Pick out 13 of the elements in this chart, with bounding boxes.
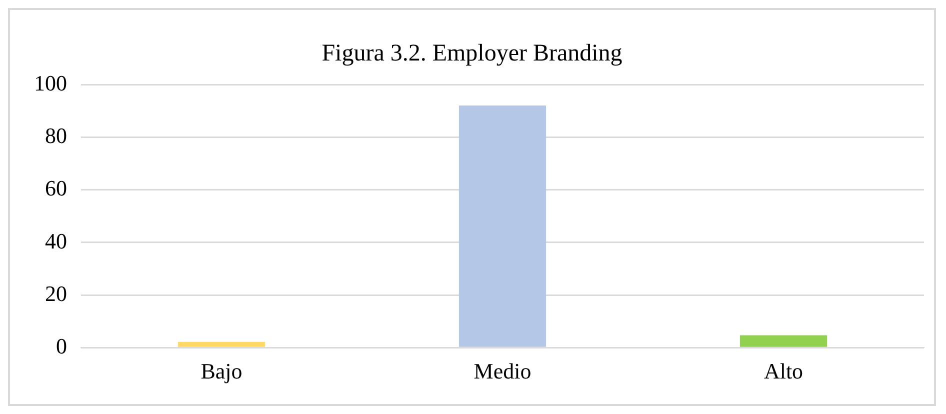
x-tick-label: Medio — [474, 358, 532, 384]
y-tick-label: 100 — [34, 70, 67, 96]
y-tick-label: 40 — [45, 228, 67, 254]
x-tick-label: Bajo — [200, 358, 242, 384]
x-tick-label: Alto — [764, 358, 804, 384]
chart-title: Figura 3.2. Employer Branding — [322, 40, 622, 67]
bar — [458, 106, 546, 347]
y-tick-label: 80 — [45, 123, 67, 148]
y-tick-label: 60 — [45, 176, 67, 201]
y-tick-label: 0 — [56, 333, 67, 358]
bar — [178, 342, 266, 347]
y-tick-label: 20 — [45, 280, 67, 306]
bar — [740, 335, 828, 347]
